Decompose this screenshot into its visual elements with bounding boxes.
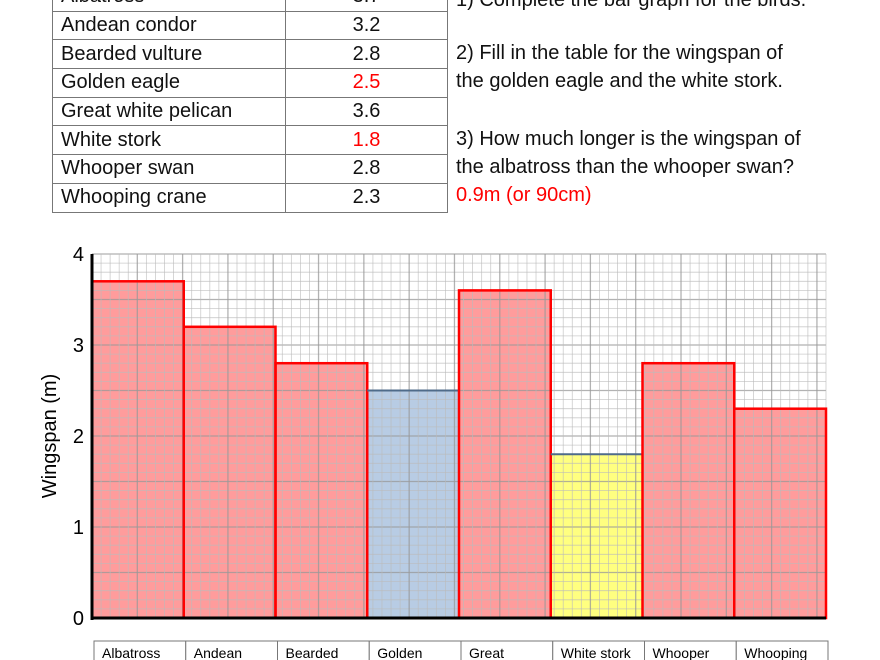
y-tick-label: 4 [73, 244, 84, 266]
question-1: 1) Complete the bar graph for the birds. [456, 0, 807, 11]
bird-name: Andean condor [52, 10, 286, 41]
y-tick-label: 0 [73, 608, 84, 630]
bar [734, 408, 826, 618]
y-tick-label: 2 [73, 426, 84, 448]
x-tick-label: White stork [561, 645, 632, 660]
question-2-line-2: the golden eagle and the white stork. [456, 70, 783, 92]
wingspan-value: 3.6 [285, 96, 448, 127]
bird-name: Golden eagle [52, 68, 286, 98]
wingspan-value: 2.5 [285, 68, 448, 98]
x-tick-label: Whooping [744, 645, 807, 660]
x-tick-label: Bearded [286, 645, 339, 660]
category-label-box [735, 640, 829, 660]
table-row: White stork 1.8 [52, 125, 448, 156]
table-row: Golden eagle 2.5 [52, 68, 448, 98]
y-axis-label: Wingspan (m) [39, 374, 61, 498]
bar [367, 390, 459, 618]
question-3-line-1: 3) How much longer is the wingspan of [456, 128, 801, 150]
x-tick-label: Golden [377, 645, 422, 660]
table-row: Bearded vulture 2.8 [52, 39, 448, 70]
table-row: Whooping crane 2.3 [52, 182, 448, 213]
y-tick-label: 1 [73, 517, 84, 539]
bird-name: Great white pelican [52, 96, 286, 127]
x-tick-label: Whooper [653, 645, 710, 660]
question-3-answer: 0.9m (or 90cm) [456, 184, 592, 206]
wingspan-value: 2.8 [285, 39, 448, 70]
bird-name: Whooping crane [52, 182, 286, 213]
bird-name: Bearded vulture [52, 39, 286, 70]
bird-name: White stork [52, 125, 286, 156]
x-tick-label: Andean [194, 645, 242, 660]
x-tick-label: Albatross [102, 645, 160, 660]
wingspan-value: 1.8 [285, 125, 448, 156]
question-2-line-1: 2) Fill in the table for the wingspan of [456, 42, 783, 64]
wingspan-value: 2.3 [285, 182, 448, 213]
table-row: Great white pelican 3.6 [52, 96, 448, 127]
question-3-line-2: the albatross than the whooper swan? [456, 156, 794, 178]
x-tick-label: Great [469, 645, 504, 660]
y-tick-label: 3 [73, 335, 84, 357]
